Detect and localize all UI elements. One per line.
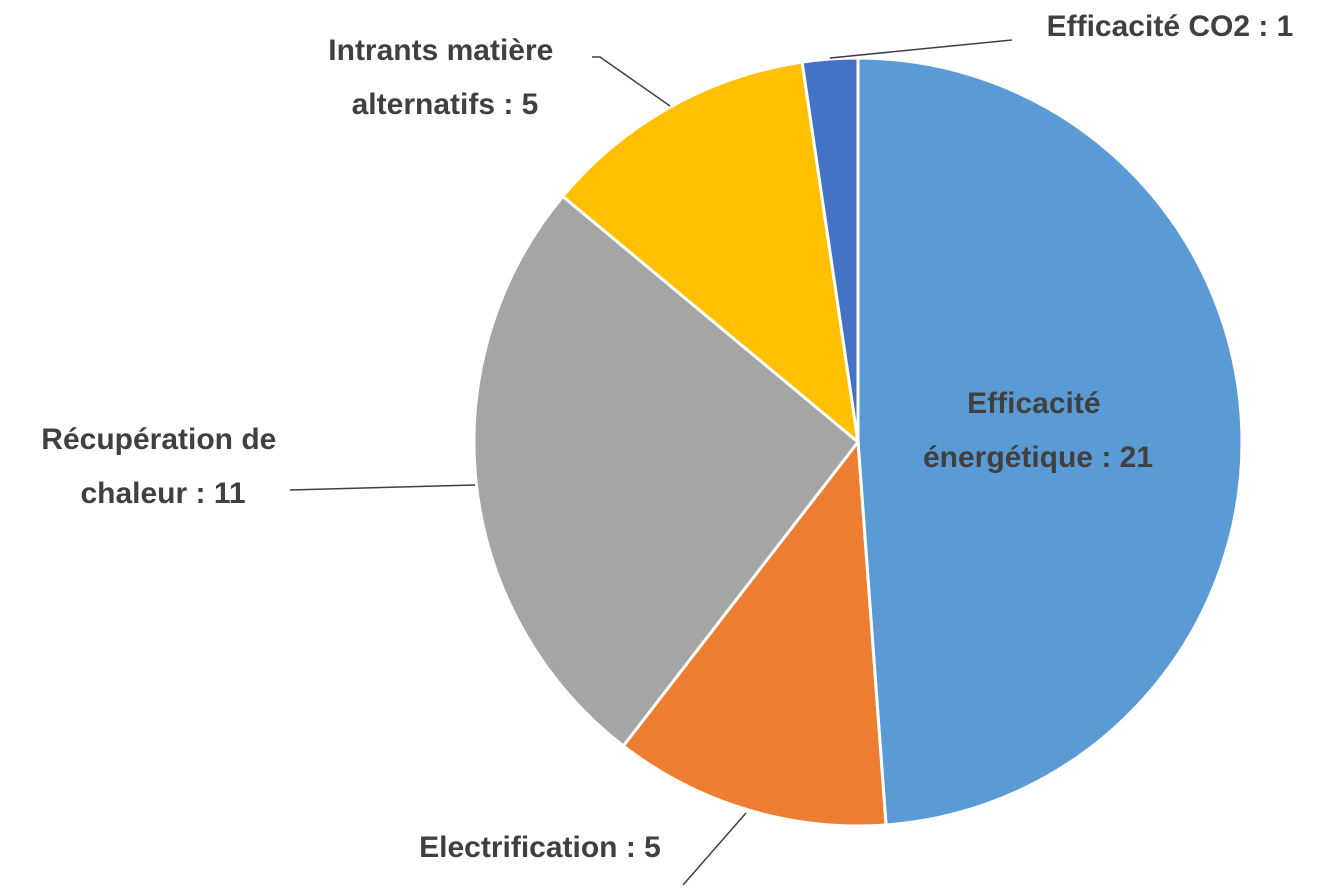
label-line: chaleur : 11 — [80, 477, 245, 510]
slice — [856, 56, 1244, 827]
slice — [472, 194, 861, 749]
label-line: alternatifs : 5 — [352, 88, 539, 121]
data-label: Efficacité énergétique : 21 — [923, 387, 1153, 474]
leader-line — [592, 56, 671, 107]
slices — [472, 56, 1244, 828]
data-label: Récupération de chaleur : 11 — [41, 423, 284, 510]
label-line: énergétique : 21 — [923, 441, 1153, 474]
label-line: Intrants matière — [328, 34, 561, 67]
leader-line — [829, 39, 1013, 59]
slice — [621, 437, 888, 828]
data-label: Electrification : 5 — [419, 831, 661, 864]
data-label: Intrants matière alternatifs : 5 — [328, 34, 561, 121]
leader-line — [289, 484, 476, 491]
leader-line — [682, 812, 747, 886]
label-line: Récupération de — [41, 423, 284, 456]
slice — [800, 56, 860, 443]
slice — [560, 60, 861, 446]
data-label: Efficacité CO2 : 1 — [1047, 10, 1294, 43]
label-line: Efficacité — [967, 387, 1109, 420]
